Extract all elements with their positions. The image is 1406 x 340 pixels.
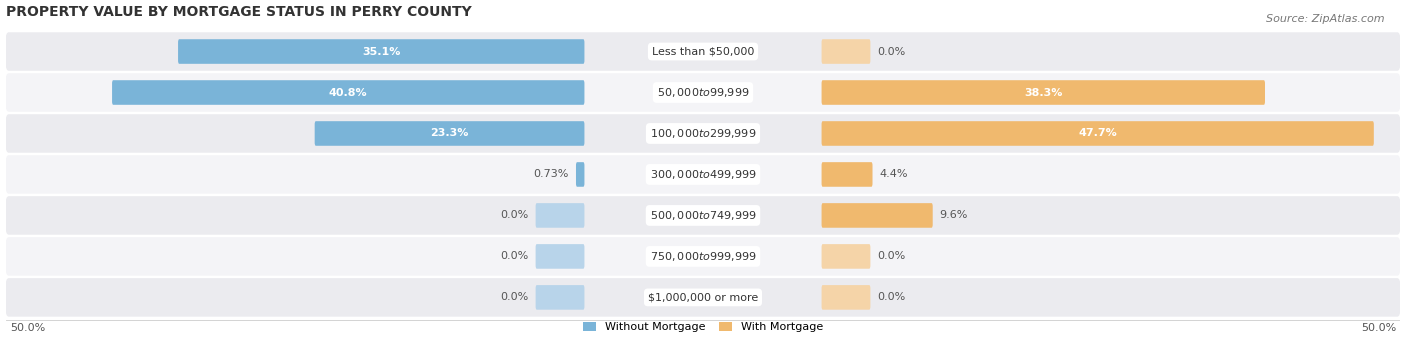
FancyBboxPatch shape <box>6 196 1400 235</box>
Text: 50.0%: 50.0% <box>10 323 45 333</box>
FancyBboxPatch shape <box>6 278 1400 317</box>
FancyBboxPatch shape <box>6 155 1400 194</box>
Text: $750,000 to $999,999: $750,000 to $999,999 <box>650 250 756 263</box>
FancyBboxPatch shape <box>821 244 870 269</box>
Text: PROPERTY VALUE BY MORTGAGE STATUS IN PERRY COUNTY: PROPERTY VALUE BY MORTGAGE STATUS IN PER… <box>6 5 471 19</box>
Text: $500,000 to $749,999: $500,000 to $749,999 <box>650 209 756 222</box>
Text: 0.0%: 0.0% <box>501 292 529 302</box>
Legend: Without Mortgage, With Mortgage: Without Mortgage, With Mortgage <box>578 317 828 337</box>
FancyBboxPatch shape <box>315 121 585 146</box>
Text: 0.0%: 0.0% <box>877 47 905 56</box>
Text: 23.3%: 23.3% <box>430 129 468 138</box>
FancyBboxPatch shape <box>821 285 870 310</box>
FancyBboxPatch shape <box>576 162 585 187</box>
Text: 50.0%: 50.0% <box>1361 323 1396 333</box>
Text: $300,000 to $499,999: $300,000 to $499,999 <box>650 168 756 181</box>
FancyBboxPatch shape <box>112 80 585 105</box>
Text: 0.73%: 0.73% <box>534 169 569 180</box>
FancyBboxPatch shape <box>179 39 585 64</box>
Text: 9.6%: 9.6% <box>939 210 969 220</box>
Text: 38.3%: 38.3% <box>1024 87 1063 98</box>
Text: 0.0%: 0.0% <box>501 251 529 261</box>
FancyBboxPatch shape <box>536 244 585 269</box>
Text: Source: ZipAtlas.com: Source: ZipAtlas.com <box>1267 14 1385 23</box>
Text: Less than $50,000: Less than $50,000 <box>652 47 754 56</box>
FancyBboxPatch shape <box>6 114 1400 153</box>
FancyBboxPatch shape <box>821 121 1374 146</box>
Text: 0.0%: 0.0% <box>501 210 529 220</box>
Text: 4.4%: 4.4% <box>880 169 908 180</box>
Text: 35.1%: 35.1% <box>363 47 401 56</box>
FancyBboxPatch shape <box>6 32 1400 71</box>
Text: $50,000 to $99,999: $50,000 to $99,999 <box>657 86 749 99</box>
Text: 40.8%: 40.8% <box>329 87 367 98</box>
FancyBboxPatch shape <box>821 39 870 64</box>
FancyBboxPatch shape <box>821 80 1265 105</box>
FancyBboxPatch shape <box>821 162 873 187</box>
FancyBboxPatch shape <box>6 73 1400 112</box>
FancyBboxPatch shape <box>536 285 585 310</box>
Text: 47.7%: 47.7% <box>1078 129 1116 138</box>
FancyBboxPatch shape <box>536 203 585 228</box>
Text: $100,000 to $299,999: $100,000 to $299,999 <box>650 127 756 140</box>
FancyBboxPatch shape <box>6 237 1400 276</box>
Text: 0.0%: 0.0% <box>877 292 905 302</box>
Text: $1,000,000 or more: $1,000,000 or more <box>648 292 758 302</box>
Text: 0.0%: 0.0% <box>877 251 905 261</box>
FancyBboxPatch shape <box>821 203 932 228</box>
